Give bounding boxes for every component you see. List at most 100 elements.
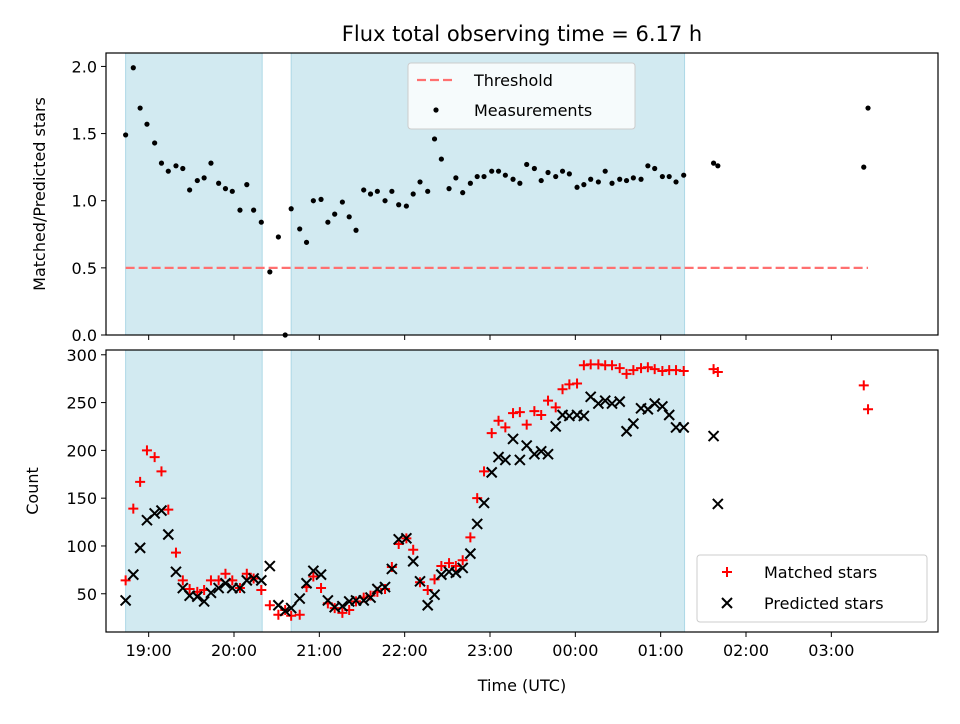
predicted-stars-point (478, 497, 490, 509)
predicted-stars-point (315, 568, 327, 581)
measurement-point (201, 175, 207, 181)
measurement-point (715, 163, 721, 169)
predicted-stars-point (300, 577, 313, 589)
measurement-point (137, 105, 143, 111)
bottom-legend-box (696, 554, 928, 623)
measurement-point (588, 176, 594, 182)
predicted-stars-point (421, 599, 434, 611)
measurement-point (123, 132, 129, 138)
measurement-point (453, 175, 459, 181)
measurement-point (681, 172, 687, 178)
matched-stars-point (712, 366, 723, 377)
top-series-0 (123, 65, 871, 338)
bottom-series-0 (120, 359, 874, 621)
matched-stars-point (170, 547, 181, 558)
predicted-stars-point (471, 518, 483, 530)
predicted-stars-point (155, 504, 168, 517)
matched-stars-point (649, 364, 660, 375)
x-tick-label: 21:00 (296, 641, 342, 660)
measurement-point (130, 65, 136, 71)
measurement-point (595, 179, 601, 185)
predicted-stars-point (514, 454, 526, 466)
top-axes-frame (105, 52, 939, 336)
matched-stars-point (264, 600, 275, 611)
measurement-point (389, 188, 395, 194)
measurement-point (438, 156, 444, 162)
predicted-stars-point (379, 581, 391, 593)
matched-stars-point (858, 380, 869, 391)
matched-stars-point (220, 568, 231, 579)
predicted-stars-point (648, 397, 661, 410)
measurement-point (645, 163, 651, 169)
matched-stars-point (572, 378, 583, 389)
matched-stars-point (642, 362, 653, 373)
bottom-y-tick-label: 150 (66, 489, 97, 508)
legend-threshold-label: Threshold (473, 71, 553, 90)
predicted-stars-point (357, 594, 370, 607)
x-tick-label: 22:00 (382, 641, 428, 660)
predicted-stars-point (492, 451, 505, 463)
measurement-point (609, 180, 615, 186)
matched-stars-point (184, 583, 195, 594)
matched-stars-point (120, 575, 131, 586)
predicted-stars-point (499, 454, 512, 466)
top-panel: 0.0 0.5 1.0 1.5 2.0 Threshold Measurements (72, 52, 939, 345)
measurement-point (510, 176, 516, 182)
predicted-stars-point (386, 563, 398, 575)
predicted-stars-point (485, 466, 498, 479)
predicted-stars-point (134, 542, 146, 554)
measurement-point (553, 173, 559, 180)
matched-stars-point (286, 610, 297, 621)
matched-stars-point (294, 609, 305, 620)
predicted-stars-point (528, 448, 541, 460)
predicted-stars-point (428, 589, 441, 601)
top-y-tick-label: 0.5 (72, 259, 97, 278)
measurement-point (144, 121, 150, 127)
top-y-axis-label: Matched/Predicted stars (30, 97, 49, 291)
matched-stars-point (521, 419, 532, 430)
predicted-stars-point (627, 417, 640, 430)
legend-matched-swatch (722, 567, 732, 577)
predicted-stars-point (162, 528, 175, 541)
predicted-stars-point (407, 555, 419, 567)
matched-stars-point (393, 539, 404, 550)
matched-stars-point (678, 366, 689, 377)
predicted-stars-point (549, 420, 562, 433)
measurement-point (581, 182, 587, 188)
bottom-observing-window-1 (290, 349, 686, 633)
measurement-point (367, 191, 374, 197)
x-tick-label: 20:00 (211, 641, 257, 660)
matched-stars-point (380, 583, 391, 594)
bottom-panel: 50 100 150 200 250 300 19:00 20:00 21:00 22:00 23:… (66, 346, 939, 660)
measurement-point (288, 206, 294, 212)
bottom-y-tick-label: 300 (66, 346, 97, 365)
measurement-point (237, 207, 243, 213)
x-tick-label: 02:00 (723, 641, 769, 660)
chart-title: Flux total observing time = 6.17 h (342, 22, 702, 46)
bottom-legend: Matched stars Predicted stars (696, 554, 928, 623)
matched-stars-point (514, 407, 525, 418)
measurement-point (865, 105, 871, 111)
measurement-point (187, 187, 193, 193)
measurement-point (545, 169, 551, 176)
measurement-point (652, 165, 658, 172)
measurement-point (489, 168, 495, 174)
measurement-point (446, 186, 452, 192)
matched-stars-point (863, 404, 874, 415)
matched-stars-point (628, 365, 639, 376)
measurement-point (374, 188, 380, 194)
predicted-stars-point (677, 421, 690, 434)
x-tick-label: 01:00 (638, 641, 684, 660)
legend-predicted-swatch (721, 597, 733, 609)
matched-stars-point (614, 363, 625, 374)
matched-stars-point (621, 368, 632, 379)
measurement-point (467, 180, 473, 186)
predicted-stars-point (592, 397, 605, 410)
top-y-tick-label: 1.5 (72, 125, 97, 144)
predicted-stars-point (127, 568, 140, 581)
measurement-point (673, 179, 679, 185)
x-tick-label: 23:00 (467, 641, 513, 660)
legend-matched-label: Matched stars (764, 563, 877, 582)
measurement-point (425, 188, 431, 194)
predicted-stars-point (198, 595, 210, 608)
